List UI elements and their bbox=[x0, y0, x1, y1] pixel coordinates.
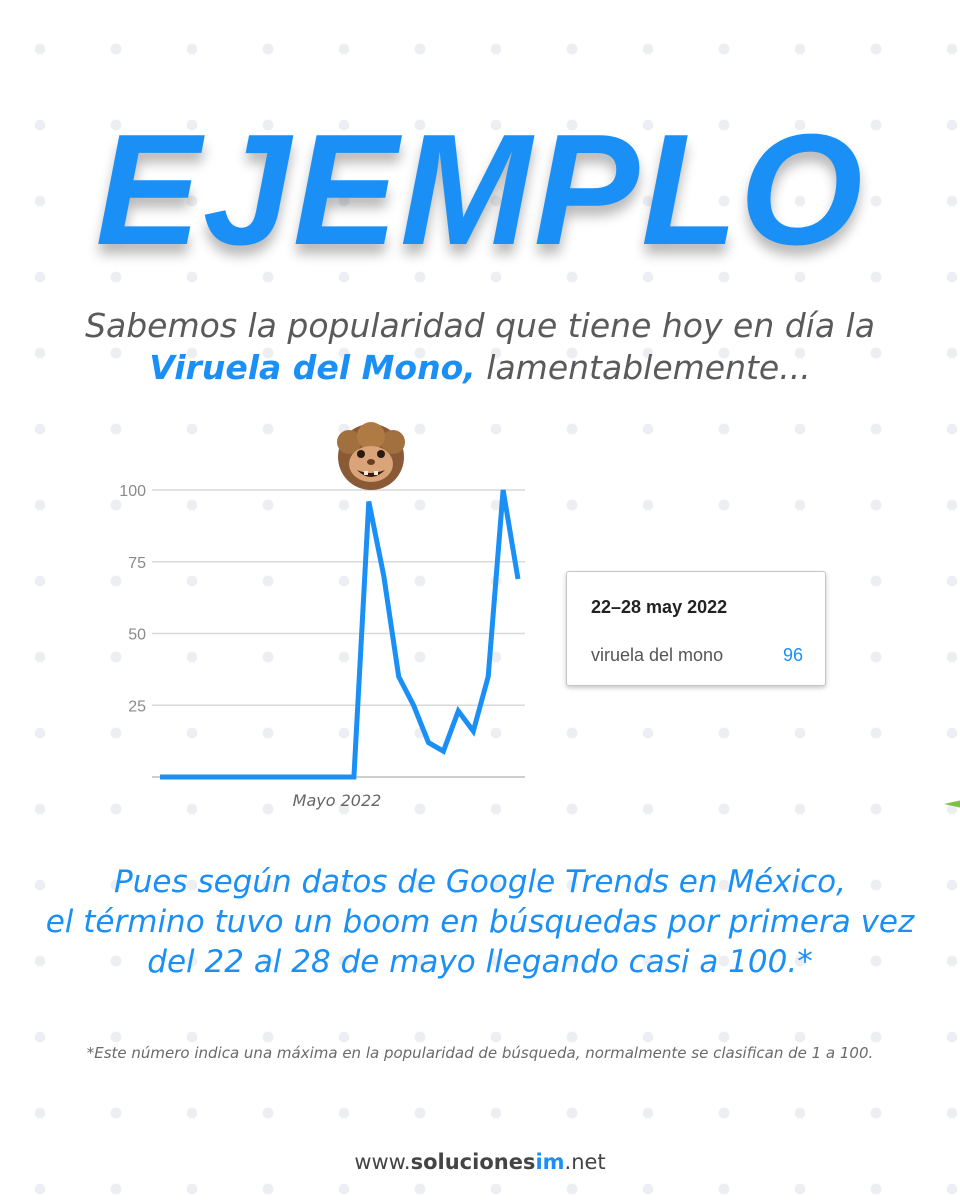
y-tick-label: 100 bbox=[119, 483, 146, 500]
x-axis-label: Mayo 2022 bbox=[293, 791, 382, 810]
intro-line-2: Viruela del Mono, lamentablemente... bbox=[0, 347, 960, 389]
explanation-line-1: Pues según datos de Google Trends en Méx… bbox=[114, 864, 846, 900]
tooltip-value: 96 bbox=[782, 645, 803, 665]
trend-chart: 25 50 75 100 Mayo 2022 bbox=[90, 420, 540, 820]
series-line-viruela-del-mono bbox=[160, 489, 521, 780]
trend-chart-svg: 25 50 75 100 Mayo 2022 bbox=[119, 483, 525, 810]
footnote: *Este número indica una máxima en la pop… bbox=[86, 1044, 874, 1062]
intro-text: Sabemos la popularidad que tiene hoy en … bbox=[0, 305, 960, 389]
y-tick-label: 25 bbox=[128, 698, 146, 715]
website-link[interactable]: www.solucionesim.net bbox=[0, 1150, 960, 1174]
intro-line-2-rest: lamentablemente... bbox=[475, 348, 811, 387]
website-suffix: .net bbox=[564, 1150, 606, 1174]
green-arrow-icon bbox=[944, 800, 960, 808]
y-tick-label: 75 bbox=[128, 555, 146, 572]
tooltip-date: 22–28 may 2022 bbox=[591, 597, 728, 617]
page-title: EJEMPLO bbox=[95, 102, 865, 278]
intro-highlight: Viruela del Mono, bbox=[149, 348, 476, 387]
monkey-face-icon bbox=[337, 422, 405, 490]
explanation-line-3: del 22 al 28 de mayo llegando casi a 100… bbox=[147, 944, 813, 980]
explanation-text: Pues según datos de Google Trends en Méx… bbox=[0, 862, 960, 982]
data-tooltip: 22–28 may 2022 viruela del mono 96 bbox=[566, 571, 826, 686]
website-prefix: www. bbox=[354, 1150, 411, 1174]
website-brand-accent: im bbox=[535, 1150, 565, 1174]
intro-line-1: Sabemos la popularidad que tiene hoy en … bbox=[85, 306, 875, 345]
explanation-line-2: el término tuvo un boom en búsquedas por… bbox=[45, 904, 915, 940]
website-brand: soluciones bbox=[410, 1150, 536, 1174]
tooltip-term: viruela del mono bbox=[591, 645, 724, 665]
y-tick-label: 50 bbox=[128, 627, 146, 644]
